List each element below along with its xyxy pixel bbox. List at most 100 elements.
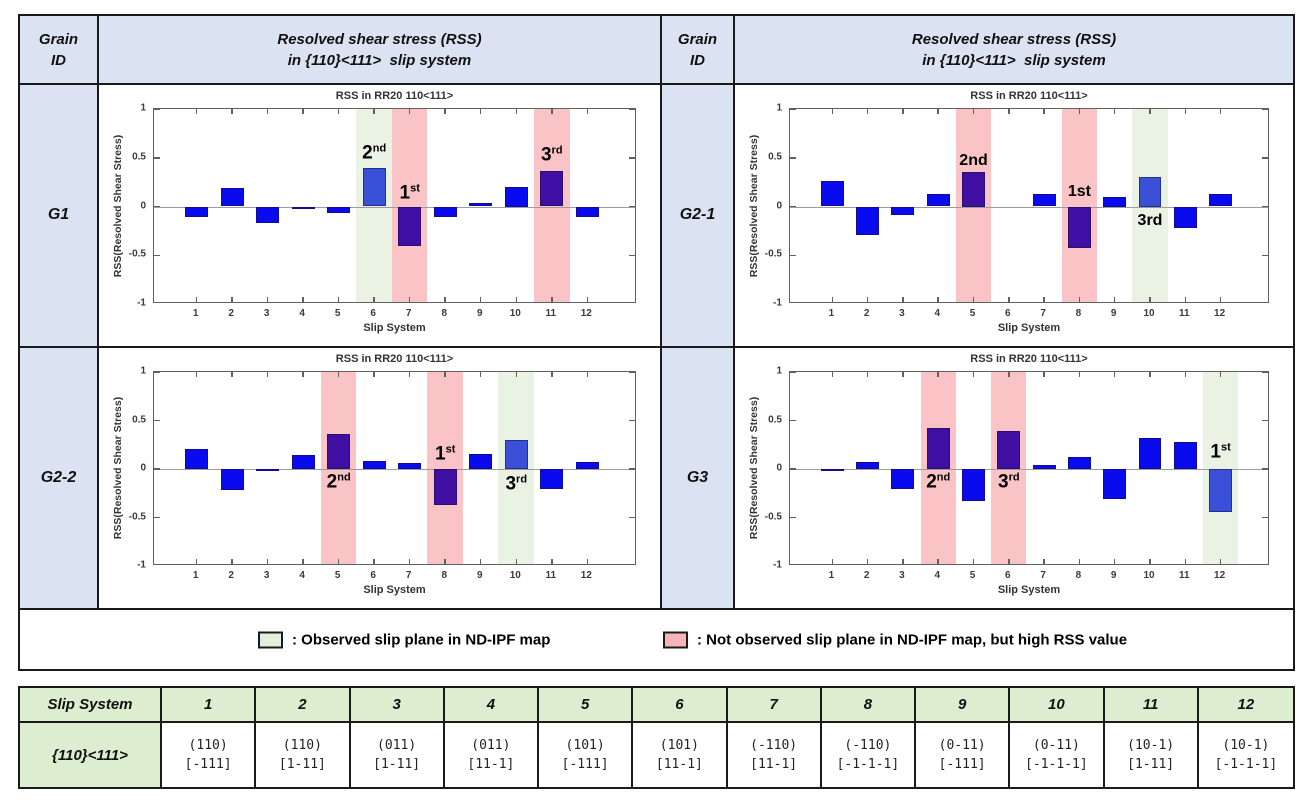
x-tick-label: 8 <box>441 308 447 319</box>
rss-header-line2: in {110}<111> slip system <box>922 51 1106 69</box>
x-tick-label: 2 <box>863 308 870 319</box>
x-tick-label: 8 <box>1075 308 1082 319</box>
y-tick-label: -1 <box>773 559 782 571</box>
bar-slip-12 <box>575 462 599 469</box>
x-tick <box>1184 297 1187 302</box>
bar-slip-6 <box>362 168 386 207</box>
rank-label-1st: 1st <box>1067 182 1091 200</box>
x-tick-label: 10 <box>1143 570 1155 581</box>
x-tick-label: 3 <box>263 570 270 581</box>
x-axis-label: Slip System <box>363 322 426 334</box>
bar-slip-10 <box>504 439 528 469</box>
x-tick <box>972 297 975 302</box>
y-tick <box>1262 516 1268 519</box>
x-axis-label: Slip System <box>363 584 426 596</box>
slip-plane-value: (011) <box>471 737 511 753</box>
highlight-band-observed <box>1202 372 1239 564</box>
y-tick <box>154 205 160 208</box>
x-tick <box>479 559 482 564</box>
x-tick <box>1008 372 1010 377</box>
x-tick <box>1113 372 1116 377</box>
bar-slip-4 <box>291 206 315 209</box>
x-tick <box>1008 297 1010 302</box>
bar-slip-5 <box>962 172 985 207</box>
rank-suffix: rd <box>1008 470 1020 483</box>
x-tick-label: 2 <box>863 570 870 581</box>
bar-chart-g1: RSS in RR20 110<111> RSS(Resolved Shear S… <box>107 90 652 341</box>
rank-suffix: st <box>1220 440 1231 453</box>
x-tick <box>1078 372 1081 377</box>
slip-system-cell-10: (0-11) [-1-1-1] <box>1010 723 1105 787</box>
x-tick-label: 5 <box>334 570 341 581</box>
y-tick <box>1262 254 1268 256</box>
rank-label-3rd: 3rd <box>540 144 563 166</box>
slip-direction-value: [11-1] <box>750 757 798 772</box>
bar-slip-8 <box>433 469 457 505</box>
x-tick <box>1219 559 1222 564</box>
x-tick <box>302 372 304 377</box>
y-tick <box>154 157 160 159</box>
bar-slip-9 <box>469 202 493 207</box>
zero-line <box>790 206 1268 208</box>
slip-system-cell-5: (101) [-111] <box>539 723 634 787</box>
y-tick-label: 0.5 <box>768 414 782 425</box>
rank-label-2nd: 2nd <box>926 470 951 493</box>
x-tick-label: 2 <box>228 308 234 319</box>
x-tick <box>972 109 975 114</box>
slip-plane-value: (0-11) <box>938 737 986 753</box>
bar-slip-4 <box>926 428 950 469</box>
y-tick-label: 0 <box>776 200 782 211</box>
x-tick <box>1149 109 1151 114</box>
bar-slip-5 <box>327 434 351 469</box>
y-tick-label: -0.5 <box>128 248 146 260</box>
bar-slip-2 <box>220 469 244 491</box>
observed-slip-plane-swatch <box>258 631 283 648</box>
bar-slip-12 <box>1209 469 1233 512</box>
x-tick-label: 3 <box>899 308 905 319</box>
bar-slip-8 <box>1067 457 1091 469</box>
bar-slip-3 <box>256 469 280 471</box>
x-tick <box>337 109 340 114</box>
y-axis-label: RSS(Resolved Shear Stress) <box>748 134 760 277</box>
x-tick-label: 9 <box>1110 308 1117 319</box>
slip-direction-value: [-1-1-1] <box>1025 757 1088 772</box>
y-tick-label: 0.5 <box>132 414 146 425</box>
x-tick <box>1043 559 1045 564</box>
rss-header-right: Resolved shear stress (RSS) in {110}<111… <box>735 16 1293 85</box>
slip-system-cell-8: (-110) [-1-1-1] <box>821 723 916 787</box>
slip-system-cell-7: (-110) [11-1] <box>727 723 822 787</box>
x-tick <box>408 559 411 564</box>
slip-table-header-label: Slip System <box>20 688 162 723</box>
x-tick <box>231 297 233 302</box>
slip-system-table: Slip System 1 2 3 4 5 6 7 8 9 10 11 12 {110}<111> (110… <box>18 686 1295 789</box>
slip-table-col-header-8: 8 <box>821 688 916 723</box>
y-axis-label: RSS(Resolved Shear Stress) <box>112 396 124 540</box>
x-tick-label: 1 <box>192 308 199 319</box>
y-tick <box>629 157 635 159</box>
slip-direction-value: [-111] <box>184 757 232 772</box>
slip-direction-value: [-111] <box>561 757 609 772</box>
y-tick <box>154 254 160 256</box>
x-tick <box>866 297 869 302</box>
rss-header-left: Resolved shear stress (RSS) in {110}<111… <box>99 16 662 85</box>
rank-label-2nd: 2nd <box>326 470 351 493</box>
x-tick <box>937 109 939 114</box>
x-axis-label: Slip System <box>997 322 1061 334</box>
x-tick-label: 3 <box>899 570 905 581</box>
x-tick <box>1184 109 1187 114</box>
slip-table-col-header-5: 5 <box>539 688 634 723</box>
bar-slip-3 <box>256 206 280 224</box>
bar-slip-3 <box>891 206 915 216</box>
bar-slip-7 <box>1032 193 1056 207</box>
x-tick-label: 9 <box>476 570 483 581</box>
y-tick <box>790 254 796 256</box>
x-tick <box>937 559 939 564</box>
slip-plane-value: (-110) <box>844 737 892 753</box>
chart-cell-g2-2: RSS in RR20 110<111> RSS(Resolved Shear S… <box>99 348 662 610</box>
y-tick <box>1262 205 1268 208</box>
y-tick <box>154 468 160 470</box>
rank-label-2nd: 2nd <box>362 142 387 164</box>
bar-slip-8 <box>1067 206 1091 249</box>
slip-table-col-header-11: 11 <box>1104 688 1199 723</box>
chart-title: RSS in RR20 110<111> <box>335 353 454 365</box>
